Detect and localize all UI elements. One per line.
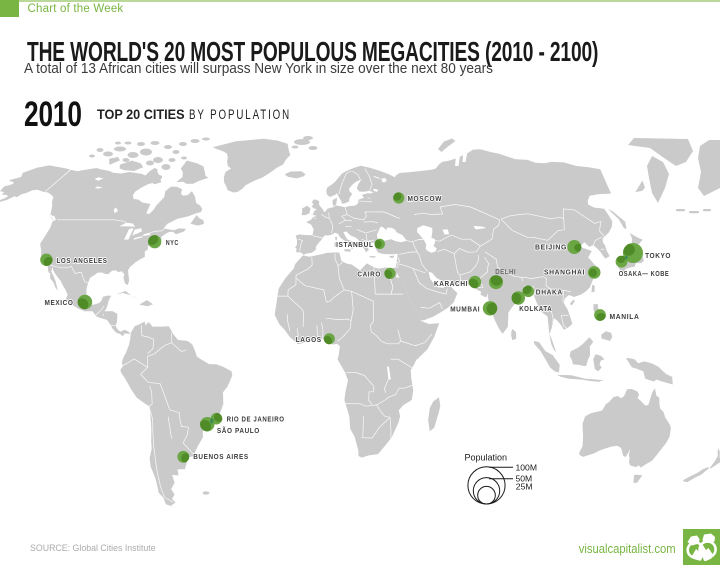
svg-text:KOLKATA: KOLKATA: [519, 304, 552, 313]
svg-text:DHAKA: DHAKA: [536, 287, 563, 296]
svg-text:TOKYO: TOKYO: [645, 251, 671, 260]
svg-text:RIO DE JANEIRO: RIO DE JANEIRO: [227, 414, 285, 423]
svg-text:BEIJING: BEIJING: [535, 242, 567, 251]
svg-text:50M: 50M: [516, 474, 533, 484]
svg-text:KARACHI: KARACHI: [434, 279, 468, 288]
svg-text:ISTANBUL: ISTANBUL: [336, 240, 374, 249]
svg-text:LAGOS: LAGOS: [296, 335, 322, 344]
svg-text:SÃO PAULO: SÃO PAULO: [217, 426, 260, 435]
svg-text:OSAKA— KOBE: OSAKA— KOBE: [619, 269, 670, 278]
svg-text:25M: 25M: [516, 482, 533, 492]
svg-text:Population: Population: [465, 453, 508, 463]
svg-text:LOS ANGELES: LOS ANGELES: [57, 256, 108, 265]
svg-text:100M: 100M: [516, 463, 538, 473]
svg-text:DELHI: DELHI: [495, 267, 516, 276]
svg-text:MUMBAI: MUMBAI: [450, 304, 480, 313]
svg-text:MEXICO: MEXICO: [45, 298, 74, 307]
svg-text:MANILA: MANILA: [610, 312, 640, 321]
svg-text:SHANGHAI: SHANGHAI: [544, 267, 585, 276]
svg-text:CAIRO: CAIRO: [357, 270, 381, 279]
svg-text:NYC: NYC: [166, 238, 179, 247]
svg-text:MOSCOW: MOSCOW: [408, 194, 443, 203]
svg-text:BUENOS AIRES: BUENOS AIRES: [193, 452, 249, 461]
